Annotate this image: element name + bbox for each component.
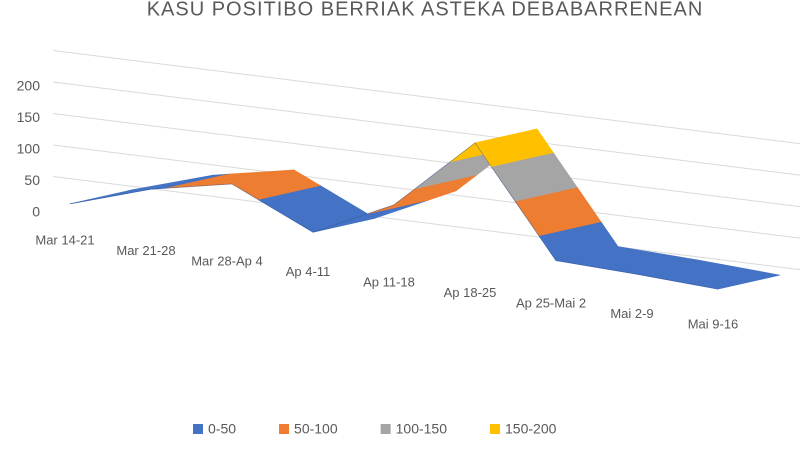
grid-line xyxy=(52,113,800,208)
grid-line xyxy=(52,81,800,176)
x-tick-label: Mai 9-16 xyxy=(688,316,739,331)
x-tick-label: Mar 14-21 xyxy=(35,232,94,247)
surface-edge xyxy=(69,142,719,290)
legend-label: 50-100 xyxy=(294,421,338,437)
x-tick-label: Ap 25-Mai 2 xyxy=(516,295,586,310)
y-tick-label: 200 xyxy=(17,78,41,94)
x-tick-label: Mai 2-9 xyxy=(610,306,653,321)
chart-title: KASU POSITIBO BERRIAK ASTEKA DEBABARRENE… xyxy=(147,0,704,20)
grid-line xyxy=(52,176,800,271)
x-tick-label: Ap 11-18 xyxy=(363,274,415,289)
y-tick-label: 50 xyxy=(24,172,40,188)
legend-swatch xyxy=(490,424,501,434)
legend-label: 150-200 xyxy=(505,421,557,437)
grid-line xyxy=(52,50,800,145)
x-tick-label: Ap 18-25 xyxy=(444,285,497,300)
legend-swatch xyxy=(279,424,290,434)
x-tick-label: Mar 21-28 xyxy=(116,243,175,258)
legend-label: 0-50 xyxy=(208,421,236,437)
surface-piece xyxy=(69,174,214,205)
legend-swatch xyxy=(193,424,203,434)
y-tick-label: 100 xyxy=(17,141,41,157)
y-tick-label: 150 xyxy=(17,109,41,125)
legend-swatch xyxy=(380,424,391,434)
y-tick-label: 0 xyxy=(32,204,40,220)
x-tick-label: Mar 28-Ap 4 xyxy=(191,253,263,268)
legend-label: 100-150 xyxy=(396,421,448,437)
x-tick-label: Ap 4-11 xyxy=(286,264,331,279)
